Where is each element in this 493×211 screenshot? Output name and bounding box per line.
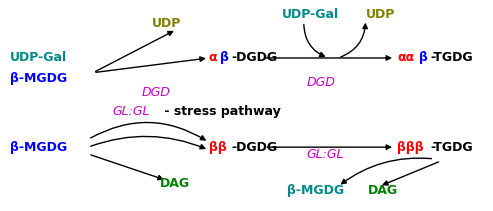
Text: UDP-Gal: UDP-Gal (282, 8, 339, 21)
Text: ββ: ββ (209, 141, 226, 154)
Text: β-MGDG: β-MGDG (10, 72, 67, 85)
Text: DGD: DGD (307, 76, 336, 89)
Text: αα: αα (397, 51, 414, 65)
Text: UDP-Gal: UDP-Gal (10, 51, 67, 65)
Text: DAG: DAG (367, 184, 398, 197)
Text: -TGDG: -TGDG (430, 51, 473, 65)
Text: DAG: DAG (160, 177, 190, 190)
Text: - stress pathway: - stress pathway (160, 105, 281, 118)
Text: UDP: UDP (366, 8, 395, 21)
Text: β-MGDG: β-MGDG (10, 141, 67, 154)
Text: -DGDG: -DGDG (231, 51, 277, 65)
Text: GL:GL: GL:GL (307, 147, 344, 161)
Text: UDP: UDP (152, 17, 181, 30)
Text: -TGDG: -TGDG (430, 141, 473, 154)
Text: DGD: DGD (142, 86, 171, 99)
Text: -DGDG: -DGDG (231, 141, 278, 154)
Text: β-MGDG: β-MGDG (287, 184, 344, 197)
Text: βββ: βββ (397, 141, 423, 154)
Text: β: β (220, 51, 229, 65)
Text: α: α (209, 51, 217, 65)
Text: β: β (419, 51, 427, 65)
Text: GL:GL: GL:GL (113, 105, 150, 118)
